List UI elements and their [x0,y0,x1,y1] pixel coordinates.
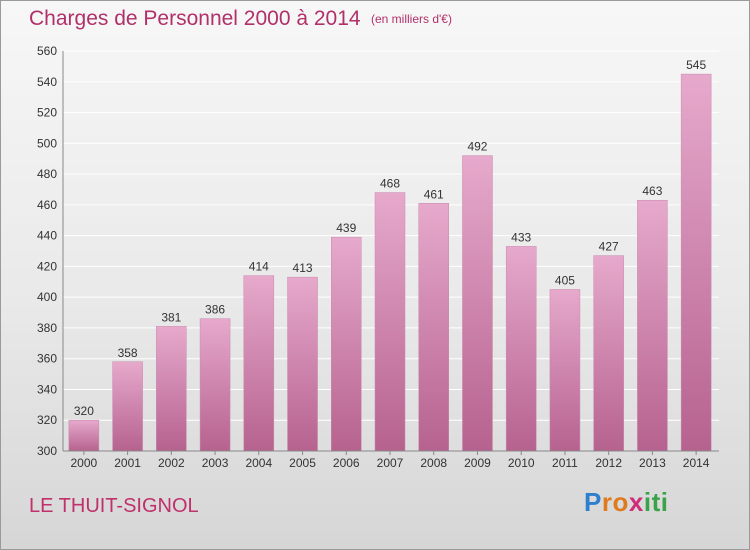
y-tick-label: 340 [37,382,57,396]
y-tick-label: 540 [37,75,57,89]
bar-2010 [505,246,537,452]
x-tick-label: 2006 [333,456,360,470]
bar-2008 [418,203,449,452]
logo-letter: t [651,487,661,517]
bar-2012 [593,255,624,452]
y-tick-label: 560 [37,44,57,58]
bar-value-label: 427 [599,240,619,254]
y-tick-label: 400 [37,290,57,304]
bar-value-label: 413 [293,261,313,275]
bar-value-label: 320 [74,404,94,418]
x-tick-label: 2013 [639,456,666,470]
bar-value-label: 381 [161,310,181,324]
bar-2001 [112,361,143,452]
y-tick-label: 360 [37,352,57,366]
bar-2002 [156,326,187,452]
bar-value-label: 386 [205,303,225,317]
y-tick-label: 420 [37,259,57,273]
x-tick-label: 2004 [245,456,272,470]
x-tick-label: 2001 [114,456,141,470]
commune-name: LE THUIT-SIGNOL [29,495,199,517]
y-tick-label: 440 [37,229,57,243]
x-tick-label: 2003 [202,456,229,470]
logo-letter: i [660,487,669,517]
bar-2006 [331,236,362,452]
y-tick-label: 380 [37,321,57,335]
y-tick-label: 460 [37,198,57,212]
x-tick-label: 2012 [595,456,622,470]
bar-2004 [243,275,275,452]
x-tick-label: 2009 [464,456,491,470]
bar-2005 [287,276,318,452]
y-tick-label: 300 [37,444,57,458]
bar-2009 [462,155,493,452]
bar-value-label: 439 [336,221,356,235]
bar-value-label: 468 [380,177,400,191]
bar-value-label: 414 [249,260,269,274]
axes: 300 320 340 360 380 400 420 440 460 480 500 520 540 5… [37,44,719,470]
bar-2007 [374,192,406,452]
bar-value-label: 358 [118,346,138,360]
bar-value-label: 461 [424,187,444,201]
bar-2003 [199,318,231,452]
bars: 320 358 381 386 414 413 439 468 461 492 433 405 427 4… [68,58,712,452]
bar-value-label: 463 [642,184,662,198]
chart-title: Charges de Personnel 2000 à 2014 [29,7,361,30]
bar-2011 [549,289,581,452]
chart-subtitle: (en milliers d'€) [371,12,452,26]
x-tick-label: 2002 [158,456,185,470]
x-tick-label: 2008 [420,456,447,470]
x-tick-label: 2010 [508,456,535,470]
bar-value-label: 405 [555,273,575,287]
x-tick-label: 2011 [552,456,578,470]
y-tick-label: 520 [37,106,57,120]
y-tick-label: 320 [37,413,57,427]
bar-value-label: 492 [467,140,487,154]
logo-letter: P [584,487,602,517]
bar-value-label: 545 [686,58,706,72]
logo-letter: o [612,487,629,517]
y-tick-label: 480 [37,167,57,181]
proxiti-logo: Proxiti [584,487,668,518]
x-tick-label: 2007 [377,456,404,470]
logo-letter: i [643,487,652,517]
bar-2013 [637,199,668,452]
bar-2000 [68,419,100,452]
x-tick-label: 2000 [71,456,98,470]
bar-2014 [680,73,712,452]
logo-letter: r [601,487,613,517]
y-tick-label: 500 [37,136,57,150]
x-tick-label: 2014 [683,456,710,470]
logo-letter: x [628,487,644,517]
bar-value-label: 433 [511,230,531,244]
x-tick-label: 2005 [289,456,316,470]
